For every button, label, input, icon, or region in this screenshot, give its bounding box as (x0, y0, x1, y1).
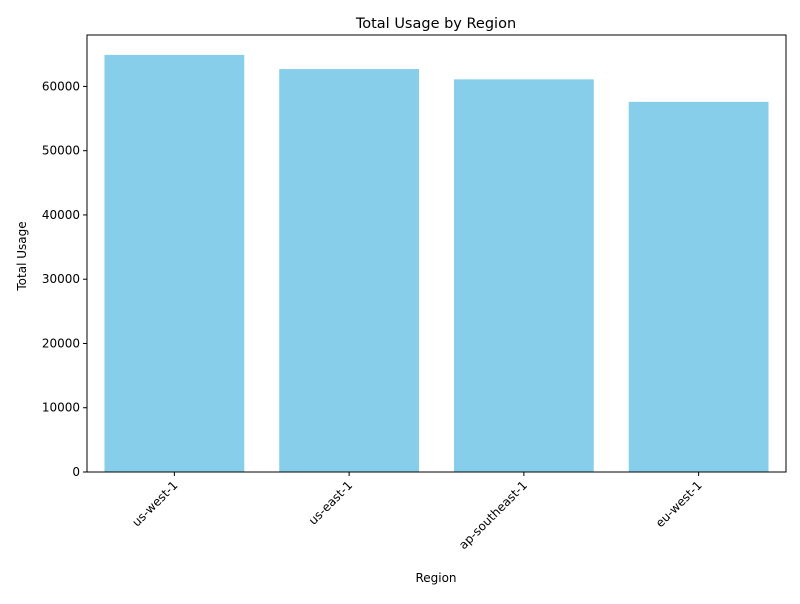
y-tick-label: 40000 (42, 208, 80, 222)
y-axis-label: Total Usage (15, 221, 29, 291)
bar-eu-west-1 (628, 101, 769, 472)
y-tick-label: 50000 (42, 144, 80, 158)
plot-area: 0100002000030000400005000060000us-west-1… (42, 34, 787, 552)
bar-ap-southeast-1 (453, 79, 594, 472)
y-tick-label: 30000 (42, 272, 80, 286)
y-tick-label: 60000 (42, 79, 80, 93)
y-tick-label: 10000 (42, 401, 80, 415)
x-axis-label: Region (415, 571, 456, 585)
chart-title: Total Usage by Region (355, 16, 516, 32)
bar-us-west-1 (104, 54, 245, 472)
bar-us-east-1 (279, 69, 420, 472)
y-tick-label: 0 (72, 465, 80, 479)
axes-frame (86, 34, 787, 473)
y-tick-label: 20000 (42, 336, 80, 350)
